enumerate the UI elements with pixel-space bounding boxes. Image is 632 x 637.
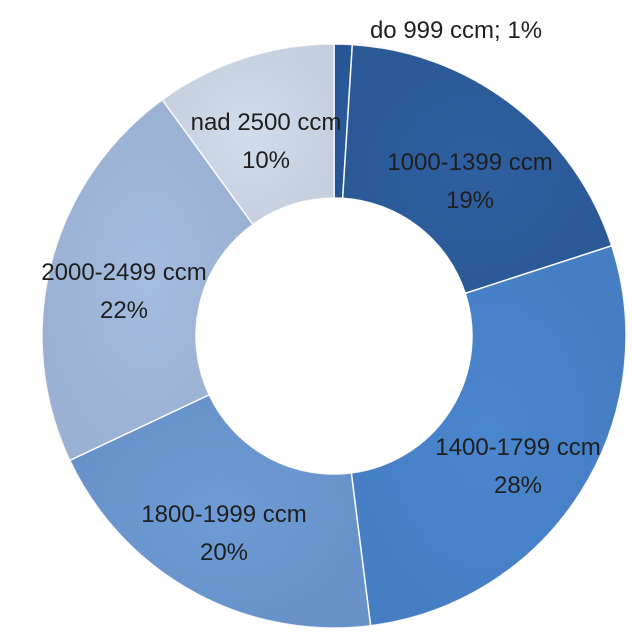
data-label-5: 2000-2499 ccm 22% <box>41 259 206 324</box>
slice-shade-6 <box>162 44 334 225</box>
data-label-1: do 999 ccm; 1% <box>370 17 542 44</box>
donut-slices <box>41 43 627 629</box>
data-label-2: 1000-1399 ccm 19% <box>387 149 552 214</box>
data-label-2-percent: 19% <box>446 187 494 214</box>
data-label-2-name: 1000-1399 ccm <box>387 149 552 176</box>
data-label-3-percent: 28% <box>494 472 542 499</box>
data-label-3-name: 1400-1799 ccm <box>435 434 600 461</box>
data-label-4: 1800-1999 ccm 20% <box>141 501 306 566</box>
data-label-4-percent: 20% <box>200 539 248 566</box>
slice-shade-4 <box>69 394 371 628</box>
data-label-5-name: 2000-2499 ccm <box>41 259 206 286</box>
data-label-1-name: do 999 ccm; 1% <box>370 17 542 44</box>
data-label-4-name: 1800-1999 ccm <box>141 501 306 528</box>
slice-shade-5 <box>41 99 253 461</box>
slice-shade-1 <box>334 44 353 199</box>
data-label-3: 1400-1799 ccm 28% <box>435 434 600 499</box>
data-label-6-percent: 10% <box>242 147 290 174</box>
data-label-6: nad 2500 ccm 10% <box>191 109 342 174</box>
data-label-5-percent: 22% <box>100 297 148 324</box>
slice-shade-3 <box>351 245 626 626</box>
data-label-6-name: nad 2500 ccm <box>191 109 342 136</box>
slice-shade-2 <box>342 44 612 294</box>
data-labels: do 999 ccm; 1% 1000-1399 ccm 19% 1400-1799 … <box>41 17 600 566</box>
